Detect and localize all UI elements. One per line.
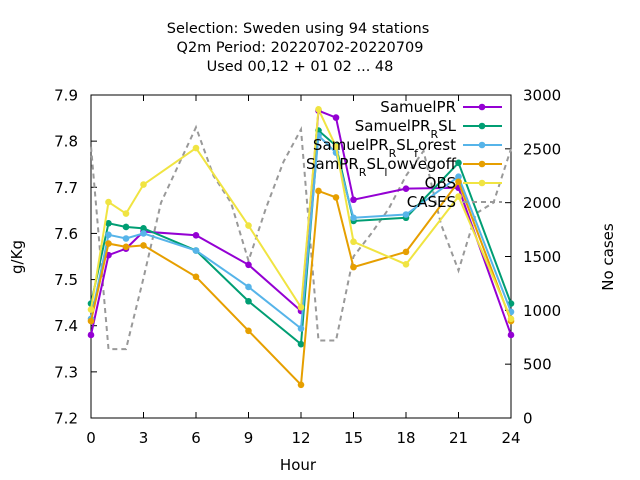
series-3-line (90, 179, 512, 388)
series-0-point-5 (245, 261, 252, 269)
series-4-point-2 (122, 210, 130, 217)
series-2-point-11 (455, 173, 462, 180)
series-3-point-11 (455, 178, 462, 186)
series-1-point-2 (122, 223, 130, 231)
series-0-point-4 (192, 231, 200, 239)
series-4-point-6 (297, 303, 305, 311)
chart-title: Selection: Sweden using 94 stations Q2m … (167, 21, 430, 75)
series-3-point-6 (297, 381, 305, 389)
y-tick-label-6: 7.8 (54, 133, 78, 151)
series-3-point-1 (105, 240, 112, 247)
legend-marker-2 (478, 141, 486, 149)
y2-tick-label-4: 2000 (523, 194, 561, 212)
series-1-point-11 (455, 159, 462, 167)
x-tick-label-4: 12 (291, 429, 310, 447)
series-2-point-10 (402, 211, 410, 218)
series-3-point-7 (315, 187, 322, 195)
y2-tick-label-5: 2500 (523, 140, 561, 158)
series-3-point-3 (140, 242, 147, 249)
series-4-point-7 (315, 106, 322, 113)
legend-marker-4 (478, 179, 486, 187)
series-4-point-11 (455, 193, 462, 200)
x-tick-label-1: 3 (139, 429, 149, 447)
chart-title-line-2: Q2m Period: 20220702-20220709 (177, 40, 424, 56)
series-3-point-4 (192, 273, 200, 281)
x-axis-label: Hour (280, 456, 317, 474)
series-3-point-0 (87, 317, 95, 325)
series-2 (87, 132, 515, 332)
legend-label-0: SamuelPR (380, 98, 456, 116)
series-4-point-4 (192, 144, 200, 152)
series-2-point-4 (192, 247, 200, 254)
series-0-point-8 (332, 114, 340, 121)
series-4 (87, 105, 515, 323)
series-0-point-9 (350, 196, 357, 204)
series-3-point-10 (402, 248, 410, 256)
y-tick-label-1: 7.3 (54, 363, 78, 381)
x-tick-label-3: 9 (244, 429, 254, 447)
x-tick-label-8: 24 (501, 429, 520, 447)
y2-tick-label-0: 0 (523, 410, 533, 428)
series-2-point-6 (297, 325, 305, 332)
y-tick-label-5: 7.7 (54, 179, 78, 197)
series-2-point-1 (105, 231, 112, 239)
series-0-point-12 (507, 331, 515, 339)
series-0-point-10 (402, 185, 410, 192)
series-4-point-9 (350, 238, 357, 246)
series-3 (87, 178, 515, 389)
y-tick-label-7: 7.9 (54, 87, 78, 105)
series-4-point-5 (245, 222, 252, 229)
y-tick-label-3: 7.5 (54, 271, 78, 289)
series-4-point-10 (402, 261, 410, 268)
series-3-point-9 (350, 263, 357, 271)
series-4-point-1 (105, 198, 112, 206)
x-tick-label-2: 6 (191, 429, 201, 447)
series-4-point-3 (140, 181, 147, 188)
x-tick-label-5: 15 (344, 429, 363, 447)
legend-label-3: SamPRRSLlowvegoff (306, 155, 457, 179)
legend-marker-3 (478, 160, 486, 168)
legend-label-5: CASES (407, 193, 456, 211)
legend: SamuelPRSamuelPRRSLSamuelPRRSLforestSamP… (306, 98, 502, 211)
y2-tick-label-1: 500 (523, 356, 552, 374)
series-3-point-8 (332, 194, 340, 201)
series-2-point-5 (245, 283, 252, 291)
y2-tick-label-2: 1000 (523, 302, 561, 320)
series-2-point-3 (140, 230, 147, 237)
legend-label-4: OBS (425, 174, 456, 192)
series-1-point-6 (297, 340, 305, 348)
cases-line (90, 124, 512, 351)
x-tick-label-6: 18 (396, 429, 415, 447)
series-2-point-9 (350, 214, 357, 222)
series-4-point-12 (507, 315, 515, 323)
legend-marker-0 (478, 103, 486, 111)
y2-axis-label: No cases (599, 223, 617, 291)
series-1-point-1 (105, 219, 112, 227)
series-2-point-2 (122, 235, 130, 242)
series-1-point-3 (140, 225, 147, 232)
y2-tick-label-3: 1500 (523, 248, 561, 266)
series-4-point-8 (332, 143, 340, 150)
y-tick-label-0: 7.2 (54, 410, 78, 428)
x-tick-label-0: 0 (86, 429, 96, 447)
chart-title-line-3: Used 00,12 + 01 02 ... 48 (207, 59, 394, 75)
x-tick-label-7: 21 (449, 429, 468, 447)
plot-area: 0 3 6 9 12 15 18 21 24 7.2 7.3 7.4 7.5 7.6 7.7 7.8 7.9 0 5… (54, 87, 561, 448)
series-0-point-0 (87, 331, 95, 339)
legend-label-1: SamuelPRRSL (355, 117, 457, 141)
y-axis-label: g/Kg (8, 240, 26, 274)
series-3-point-5 (245, 327, 252, 335)
series-1-point-5 (245, 297, 252, 305)
y-tick-label-2: 7.4 (54, 317, 78, 335)
legend-marker-1 (478, 122, 486, 130)
chart-title-line-1: Selection: Sweden using 94 stations (167, 21, 430, 37)
series-3-point-2 (122, 243, 130, 251)
y2-tick-label-6: 3000 (523, 87, 561, 105)
y-tick-label-4: 7.6 (54, 225, 78, 243)
legend-label-2: SamuelPRRSLforest (313, 136, 456, 160)
series-4-point-0 (87, 306, 95, 313)
